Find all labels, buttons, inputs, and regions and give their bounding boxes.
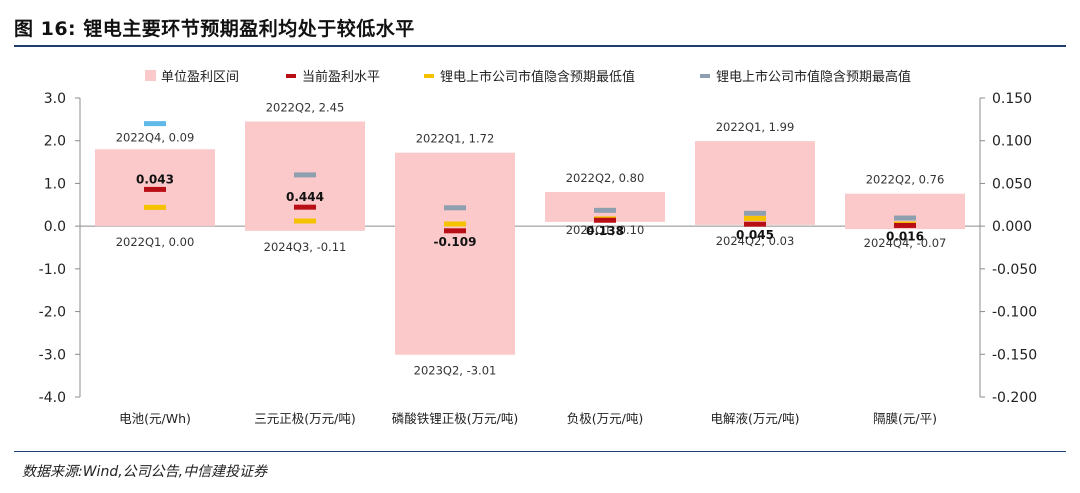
current-marker [894,222,916,228]
left-tick-label: 1.0 [44,176,66,192]
max-marker [444,205,466,211]
max-marker [144,121,166,127]
current-value-label: 0.016 [886,229,924,243]
left-tick-label: 3.0 [44,91,66,107]
right-tick-label: -0.150 [992,347,1037,363]
current-value-label: 0.043 [136,172,174,186]
right-tick-label: -0.050 [992,262,1037,278]
range-high-label: 2022Q1, 1.99 [716,120,795,134]
source-note: 数据来源:Wind,公司公告,中信建投证券 [22,464,268,480]
range-low-label: 2022Q1, 0.00 [116,235,195,249]
right-tick-label: 0.000 [992,219,1032,235]
current-value-label: 0.138 [586,224,624,238]
min-marker [294,218,316,224]
category-label: 隔膜(元/平) [873,411,937,426]
range-high-label: 2022Q1, 1.72 [416,132,495,146]
right-tick-label: 0.150 [992,91,1032,107]
range-high-label: 2022Q2, 0.80 [566,171,645,185]
range-bars [95,121,965,355]
category-label: 电池(元/Wh) [119,411,191,426]
left-tick-label: -1.0 [39,262,66,278]
range-high-label: 2022Q2, 0.76 [866,173,945,187]
right-tick-label: 0.100 [992,134,1032,150]
legend: 单位盈利区间 当前盈利水平 锂电上市公司市值隐含预期最低值 锂电上市公司市值隐含预期最… [145,69,911,85]
legend-label: 锂电上市公司市值隐含预期最高值 [716,69,911,85]
right-tick-label: -0.200 [992,390,1037,406]
category-label: 电解液(万元/吨) [711,411,800,426]
range-low-label: 2024Q1, 0.10 [566,223,645,237]
max-marker [894,215,916,221]
current-marker [594,217,616,223]
legend-swatch-current [286,74,296,78]
current-marker [144,186,166,192]
legend-label: 当前盈利水平 [302,69,380,85]
range-bar [395,152,515,355]
left-tick-label: -2.0 [39,305,66,321]
legend-swatch-max [700,74,710,78]
left-tick-label: -4.0 [39,390,66,406]
max-marker [594,207,616,213]
category-label: 磷酸铁锂正极(万元/吨) [392,411,518,426]
data-labels: 2022Q4, 0.09 2022Q1, 0.00 0.043 2022Q2, 2.4… [116,100,947,377]
left-tick-label: 0.0 [44,219,66,235]
legend-label: 锂电上市公司市值隐含预期最低值 [440,69,635,85]
left-tick-label: 2.0 [44,134,66,150]
range-low-label: 2024Q3, -0.11 [264,240,347,254]
source-rule [14,451,1066,452]
range-high-label: 2022Q2, 2.45 [266,100,345,114]
title-rule [14,45,1066,47]
axes: 3.0 2.0 1.0 0.0 -1.0 -2.0 -3.0 -4.0 0.150 0.100 0.… [39,91,1037,426]
current-marker [294,204,316,210]
range-low-label: 2024Q2, 0.03 [716,234,795,248]
current-value-label: 0.444 [286,190,324,204]
category-label: 三元正极(万元/吨) [254,411,355,426]
figure-title: 图 16: 锂电主要环节预期盈利均处于较低水平 [14,18,415,40]
min-marker [144,204,166,210]
range-low-label: 2023Q2, -3.01 [414,364,497,378]
range-low-label: 2024Q4, -0.07 [864,236,947,250]
right-tick-label: -0.100 [992,305,1037,321]
right-tick-label: 0.050 [992,176,1032,192]
range-high-label: 2022Q4, 0.09 [116,131,195,145]
current-marker [744,221,766,227]
current-value-label: 0.045 [736,228,774,242]
min-marker [444,221,466,227]
current-marker [444,228,466,234]
legend-swatch-min [424,74,434,78]
category-label: 负极(万元/吨) [567,411,643,426]
max-marker [294,172,316,178]
markers [144,121,916,234]
current-value-label: -0.109 [434,235,477,249]
legend-label: 单位盈利区间 [161,70,239,85]
min-marker [744,215,766,221]
left-tick-label: -3.0 [39,347,66,363]
legend-swatch-range [145,70,156,81]
max-marker [744,210,766,216]
